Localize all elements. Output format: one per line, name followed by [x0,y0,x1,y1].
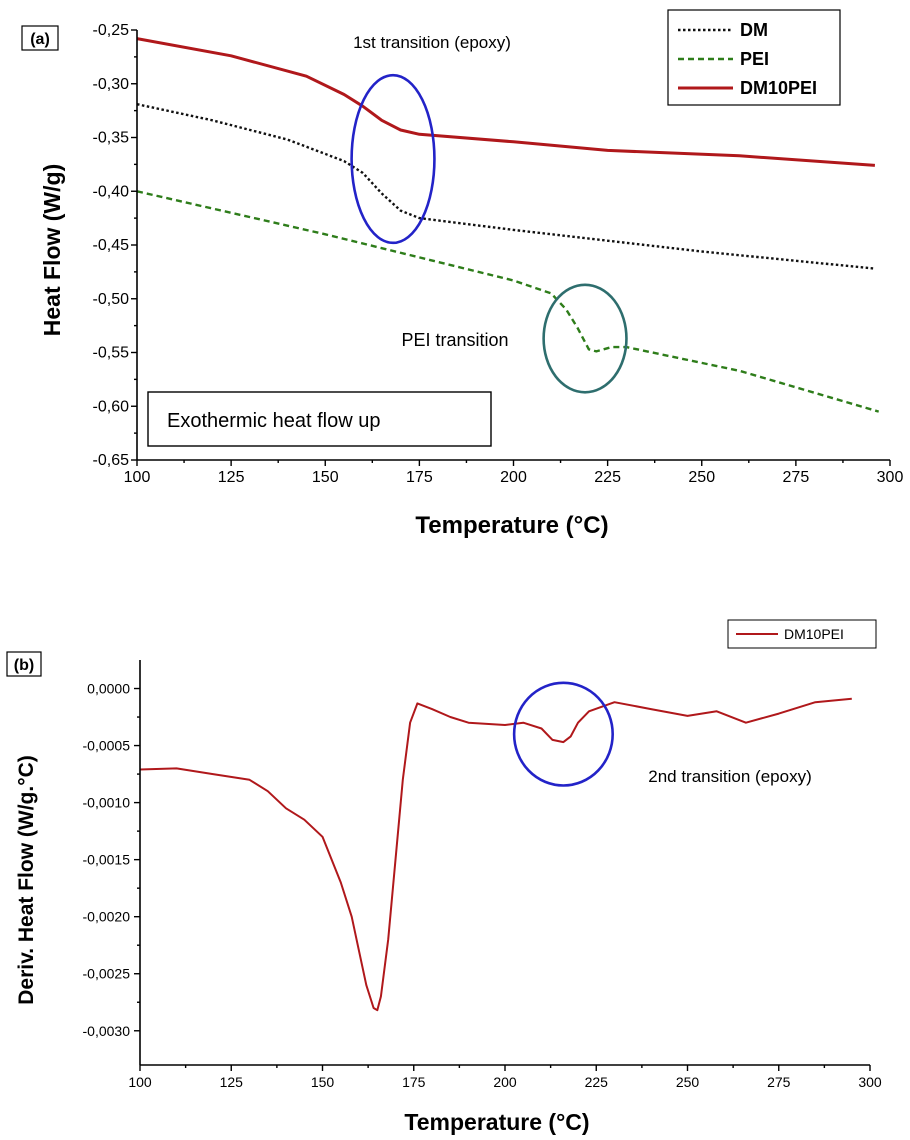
panel-a-annotation-pei-transition: PEI transition [401,330,508,350]
exothermic-note-box [147,391,492,447]
y-tick-label: 0,0000 [87,681,130,697]
panel-a-heat-flow-chart: 100 125 150 175 200 225 250 275 300 -0,25 -0,30 -0,… [21,9,904,539]
x-tick-label: 100 [124,469,151,486]
panel-b-ticks: 100 125 150 175 200 225 250 275 300 0,0000 -0,0005… [83,681,882,1090]
annotation-circle-epoxy-2nd [512,681,614,787]
y-tick-label: -0,40 [93,183,130,200]
y-tick-label: -0,0010 [83,795,131,811]
y-tick-label: -0,0015 [83,852,131,868]
series-line-dm10pei [139,697,852,1012]
y-tick-label: -0,55 [93,345,130,362]
x-tick-label: 250 [688,469,715,486]
series-line-dm [136,103,876,270]
panel-a-y-axis-title: Heat Flow (W/g) [39,164,65,336]
panel-b-x-axis-title: Temperature (°C) [404,1109,589,1135]
x-tick-label: 175 [402,1074,426,1090]
x-tick-label: 300 [858,1074,882,1090]
panel-b-label: (b) [14,657,34,674]
panel-b-label-box [6,651,42,677]
series-line-dm10pei [136,37,876,167]
y-tick-label: -0,30 [93,76,130,93]
y-tick-label: -0,35 [93,130,130,147]
x-tick-label: 275 [767,1074,791,1090]
x-tick-label: 225 [594,469,621,486]
legend-label-pei: PEI [740,49,769,69]
y-tick-label: -0,25 [93,22,130,39]
panel-b-legend: DM10PEI [727,619,877,649]
y-tick-label: -0,65 [93,452,130,469]
x-tick-label: 275 [783,469,810,486]
x-tick-label: 225 [585,1074,609,1090]
x-tick-label: 175 [406,469,433,486]
legend-label-dm10pei: DM10PEI [740,78,817,98]
x-tick-label: 100 [128,1074,152,1090]
panel-a-annotation-1st-transition: 1st transition (epoxy) [353,33,511,52]
panel-b-annotation-circles [512,681,614,787]
annotation-circle-pei [542,283,628,394]
panel-b-axes [139,660,870,1066]
panel-a-label-box [21,25,59,51]
panel-a-series-layer [136,37,880,413]
y-tick-label: -0,0020 [83,909,131,925]
annotation-circle-epoxy-1st [350,73,436,245]
x-tick-label: 250 [676,1074,700,1090]
legend-label-dm: DM [740,20,768,40]
panel-a-legend: DM PEI DM10PEI [667,9,841,106]
x-tick-label: 150 [312,469,339,486]
y-tick-label: -0,0030 [83,1023,131,1039]
y-tick-label: -0,0025 [83,966,131,982]
panel-b-y-axis-title: Deriv. Heat Flow (W/g.°C) [15,755,38,1005]
panel-b-series-layer [139,697,852,1012]
exothermic-note-text: Exothermic heat flow up [167,410,380,432]
panel-a-label: (a) [30,31,50,48]
y-tick-label: -0,50 [93,291,130,308]
panel-b-derivative-chart: 100 125 150 175 200 225 250 275 300 0,0000 -0,0005… [6,619,882,1135]
x-tick-label: 200 [500,469,527,486]
panel-a-ticks: 100 125 150 175 200 225 250 275 300 -0,25 -0,30 -0,… [93,22,904,486]
x-tick-label: 200 [493,1074,517,1090]
x-tick-label: 125 [218,469,245,486]
panel-b-annotation-2nd-transition: 2nd transition (epoxy) [648,767,811,786]
panel-a-annotation-circles [350,73,628,394]
y-tick-label: -0,60 [93,398,130,415]
x-tick-label: 300 [877,469,904,486]
x-tick-label: 150 [311,1074,335,1090]
panel-a-x-axis-title: Temperature (°C) [415,512,608,539]
series-line-pei [136,190,880,413]
x-tick-label: 125 [220,1074,244,1090]
y-tick-label: -0,45 [93,237,130,254]
legend-label-dm10pei-b: DM10PEI [784,626,844,642]
y-tick-label: -0,0005 [83,738,131,754]
